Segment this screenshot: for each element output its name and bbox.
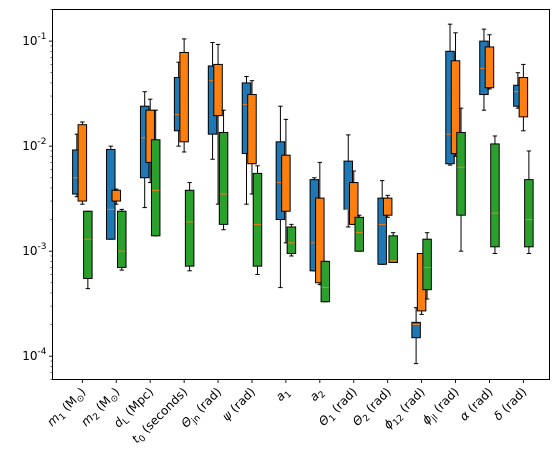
- box-group: [382, 194, 393, 218]
- box: [218, 131, 229, 225]
- box: [179, 51, 189, 143]
- box: [422, 238, 432, 291]
- box: [377, 197, 387, 265]
- box-group: [320, 260, 331, 303]
- box-group: [275, 105, 286, 289]
- box-group: [252, 165, 263, 275]
- box: [184, 189, 195, 267]
- box: [247, 94, 257, 165]
- box-group: [218, 109, 229, 231]
- box: [286, 226, 297, 255]
- box-group: [184, 182, 195, 272]
- box: [354, 216, 365, 252]
- axes-frame: [52, 9, 550, 380]
- box-group: [456, 107, 466, 252]
- box-group: [524, 150, 534, 255]
- box: [456, 131, 466, 216]
- box: [524, 179, 534, 248]
- box: [213, 63, 223, 117]
- box: [315, 197, 325, 284]
- box-group: [111, 188, 122, 205]
- box: [490, 143, 500, 248]
- y-tick-label: 10-4: [22, 347, 47, 363]
- box-group: [150, 109, 161, 237]
- box: [150, 139, 161, 237]
- y-tick-label: 10-3: [22, 242, 46, 258]
- box: [145, 109, 155, 163]
- box: [411, 321, 421, 339]
- box-group: [349, 170, 359, 225]
- box-group: [213, 43, 223, 205]
- box-group: [145, 98, 155, 184]
- box: [83, 210, 93, 279]
- box-group: [117, 208, 127, 271]
- box-group: [490, 135, 500, 255]
- box-group: [411, 307, 421, 365]
- box: [320, 260, 331, 303]
- box: [77, 124, 88, 202]
- box: [281, 154, 291, 212]
- box-group: [484, 34, 495, 90]
- box-group: [286, 223, 297, 257]
- box-group: [422, 232, 432, 300]
- y-tick-label: 10-1: [22, 32, 46, 48]
- box-group: [518, 63, 529, 132]
- box-group: [354, 214, 365, 252]
- box: [388, 235, 398, 264]
- y-tick-label: 10-2: [22, 137, 46, 153]
- box: [484, 46, 495, 89]
- box-group: [83, 210, 93, 290]
- y-axis: 10-4 10-3 10-2 10-1: [22, 9, 53, 380]
- box-group: [281, 118, 291, 244]
- box-group: [77, 121, 88, 205]
- box: [349, 182, 359, 225]
- box: [252, 172, 263, 267]
- box-group: [179, 38, 189, 153]
- box-group: [377, 180, 387, 265]
- plot-area: [72, 23, 534, 365]
- box-group: [247, 80, 257, 195]
- box: [111, 189, 122, 202]
- box: [382, 197, 393, 216]
- box: [450, 60, 461, 155]
- box-group: [388, 232, 398, 264]
- box: [518, 77, 529, 118]
- box: [117, 210, 127, 268]
